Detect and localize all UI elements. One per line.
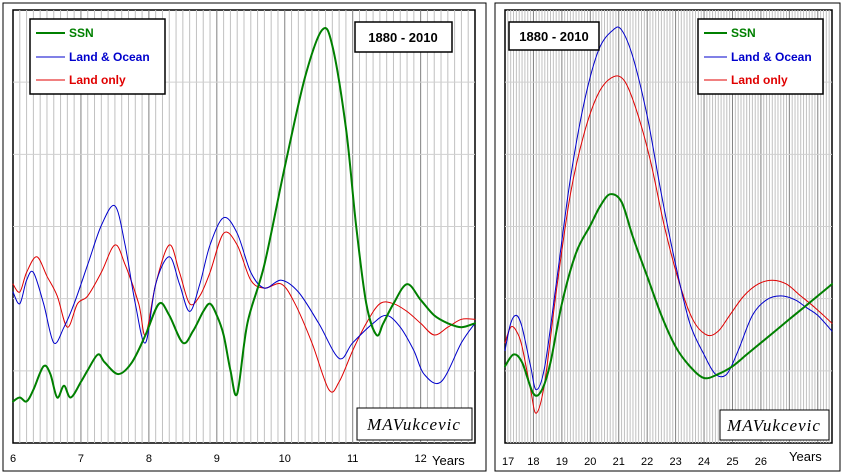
x-tick-11: 11 <box>347 453 358 465</box>
title-box <box>354 21 453 53</box>
x-tick-22: 22 <box>641 456 653 468</box>
legend-label-land-ocean: Land & Ocean <box>731 50 812 64</box>
series-line-land-ocean <box>504 26 833 391</box>
x-tick-labels: 6 7 8 9 10 11 12 <box>10 453 427 465</box>
x-tick-20: 20 <box>584 456 596 468</box>
legend-label-ssn: SSN <box>731 26 756 40</box>
x-axis-label: Years <box>789 449 822 464</box>
signature: MAVukcevic <box>366 415 461 434</box>
legend-label-ssn: SSN <box>69 26 94 40</box>
x-tick-25: 25 <box>726 456 738 468</box>
x-tick-6: 6 <box>10 453 16 465</box>
signature-box <box>719 409 830 441</box>
x-tick-19: 19 <box>556 456 568 468</box>
legend-label-land-only: Land only <box>69 73 126 87</box>
legend-label-land-ocean: Land & Ocean <box>69 50 150 64</box>
x-tick-8: 8 <box>146 453 152 465</box>
x-tick-9: 9 <box>214 453 220 465</box>
legend-label-land-only: Land only <box>731 73 788 87</box>
x-tick-26: 26 <box>755 456 767 468</box>
legend: SSN Land & Ocean Land only <box>29 18 166 95</box>
x-tick-23: 23 <box>669 456 681 468</box>
series-line-ssn <box>12 26 476 403</box>
chart-title: 1880 - 2010 <box>519 29 588 44</box>
legend: SSN Land & Ocean Land only <box>697 18 824 95</box>
x-tick-12: 12 <box>415 453 427 465</box>
legend-box <box>697 18 824 95</box>
signature: MAVukcevic <box>726 416 821 435</box>
x-tick-labels: 17 18 19 20 21 22 23 24 25 26 <box>502 456 767 468</box>
x-tick-24: 24 <box>698 456 710 468</box>
chart-panel-left: 6 7 8 9 10 11 12 Years SSN Land & Ocean Land o… <box>2 2 487 472</box>
x-tick-10: 10 <box>279 453 291 465</box>
series-lines <box>504 26 833 414</box>
x-tick-18: 18 <box>527 456 539 468</box>
signature-box <box>356 407 473 441</box>
x-axis-label: Years <box>432 453 465 468</box>
x-tick-21: 21 <box>613 456 625 468</box>
x-tick-17: 17 <box>502 456 514 468</box>
title-box <box>508 21 600 51</box>
series-line-land-only <box>504 75 833 414</box>
chart-panel-right: 17 18 19 20 21 22 23 24 25 26 Years SSN Land & Oc… <box>494 2 841 472</box>
series-line-land-only <box>12 231 476 393</box>
series-line-ssn <box>504 193 833 397</box>
chart-title: 1880 - 2010 <box>368 30 437 45</box>
x-tick-7: 7 <box>78 453 84 465</box>
series-lines <box>12 26 476 403</box>
